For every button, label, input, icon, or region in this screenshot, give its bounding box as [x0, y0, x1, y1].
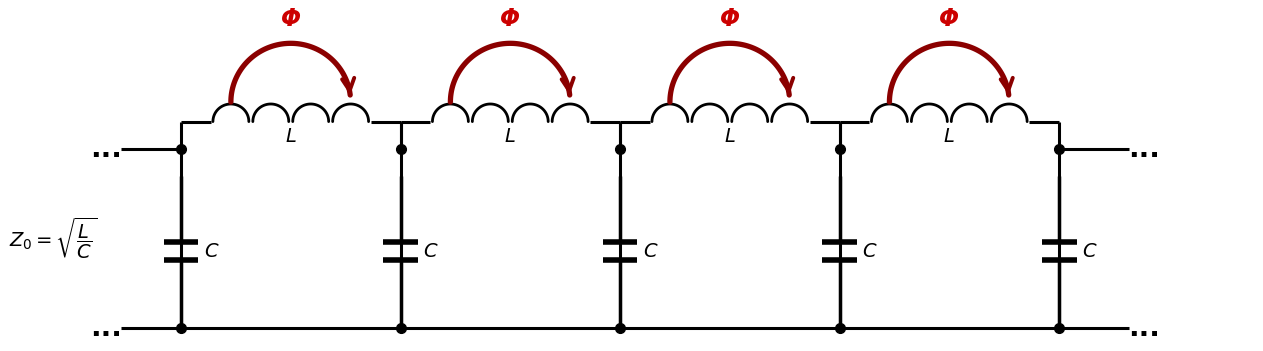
Text: C: C: [863, 242, 877, 261]
Text: C: C: [643, 242, 657, 261]
Text: L: L: [725, 126, 735, 146]
Text: Φ: Φ: [940, 7, 960, 31]
Text: Φ: Φ: [720, 7, 740, 31]
Text: L: L: [943, 126, 955, 146]
Text: $Z_0 = \sqrt{\dfrac{L}{C}}$: $Z_0 = \sqrt{\dfrac{L}{C}}$: [9, 216, 97, 261]
Text: C: C: [203, 242, 217, 261]
Text: Φ: Φ: [500, 7, 520, 31]
Text: ...: ...: [1128, 135, 1159, 163]
Text: L: L: [285, 126, 297, 146]
Text: ...: ...: [1128, 314, 1159, 342]
Text: ...: ...: [90, 135, 123, 163]
Text: Φ: Φ: [280, 7, 301, 31]
Text: ...: ...: [90, 314, 123, 342]
Text: C: C: [423, 242, 437, 261]
Text: L: L: [505, 126, 515, 146]
Text: C: C: [1082, 242, 1095, 261]
